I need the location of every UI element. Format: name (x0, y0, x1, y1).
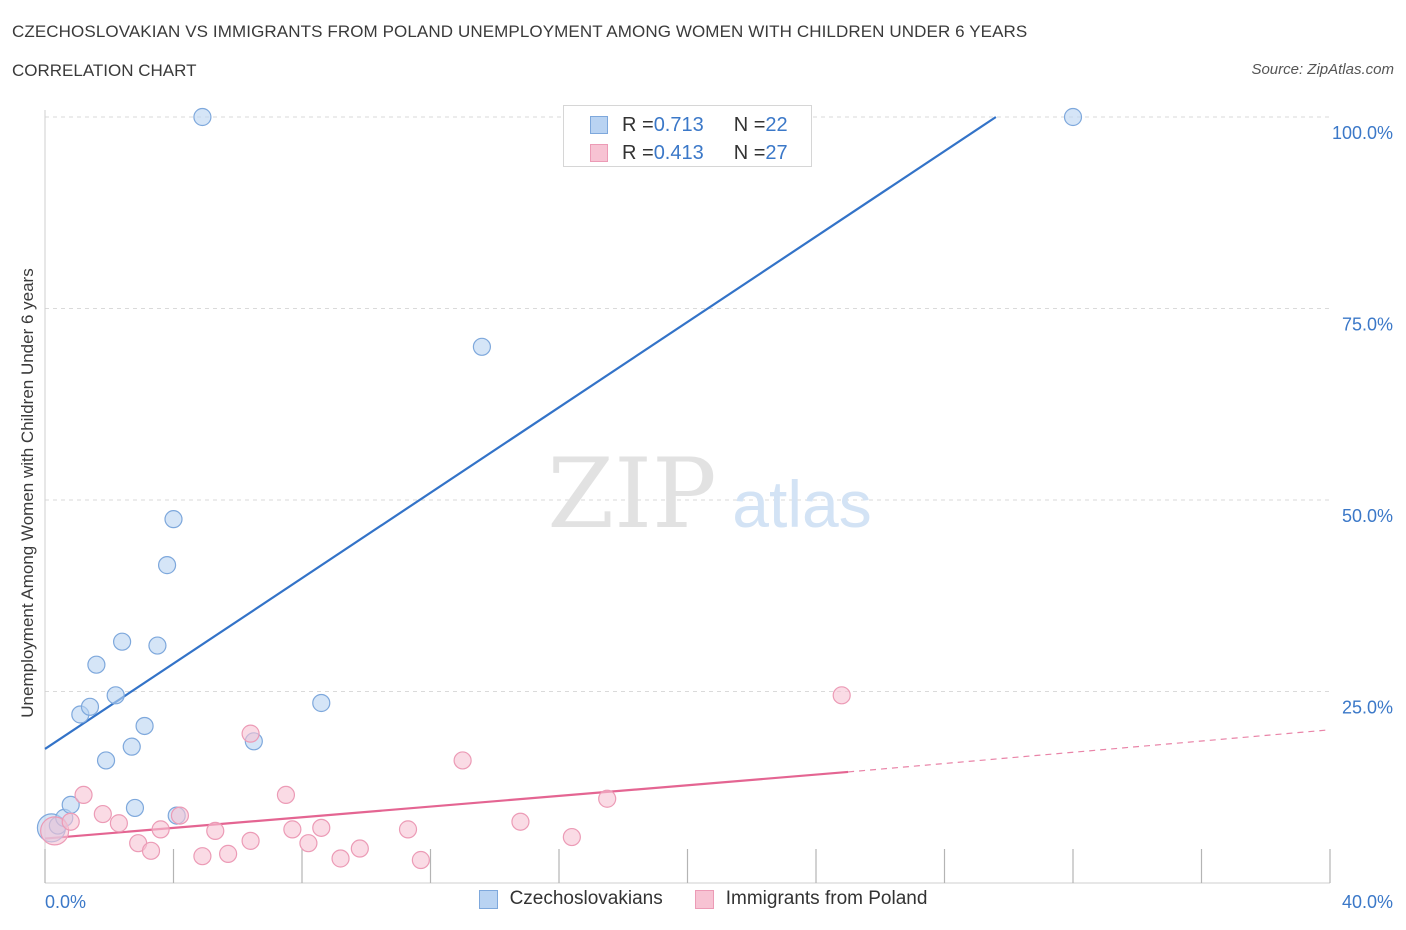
legend-label: Czechoslovakians (509, 888, 663, 909)
watermark: ZIP atlas (547, 438, 871, 550)
legend-swatch-pink (590, 144, 608, 162)
y-tick-label: 100.0% (1332, 123, 1393, 143)
y-tick-label: 50.0% (1342, 506, 1393, 526)
trend-line-czechoslovakians (44, 116, 997, 750)
n-label: N = (733, 113, 766, 136)
legend-item-immigrants-poland: Immigrants from Poland (694, 888, 928, 910)
x-tick-label: 40.0% (1342, 892, 1393, 912)
r-value: 0.713 (653, 113, 704, 136)
y-tick-label: 25.0% (1342, 698, 1393, 718)
chart-title: CZECHOSLOVAKIAN VS IMMIGRANTS FROM POLAN… (12, 22, 1028, 41)
point-immigrants-poland (109, 814, 128, 833)
n-value: 22 (765, 113, 788, 136)
point-immigrants-poland (276, 785, 296, 805)
legend-label: Immigrants from Poland (725, 888, 928, 909)
legend-swatch-blue (478, 889, 498, 909)
point-czechoslovakians (135, 716, 154, 736)
grid-lines (45, 116, 1330, 692)
point-immigrants-poland (74, 785, 93, 805)
trend-extension-immigrants-poland (848, 729, 1331, 773)
trend-line-immigrants-poland (44, 770, 849, 840)
point-immigrants-poland (398, 820, 418, 839)
point-immigrants-poland (141, 841, 161, 860)
point-immigrants-poland (511, 812, 530, 831)
point-immigrants-poland (598, 789, 617, 808)
point-immigrants-poland (283, 820, 302, 839)
watermark-atlas: atlas (732, 467, 871, 541)
point-immigrants-poland (299, 834, 318, 853)
point-czechoslovakians (193, 107, 212, 127)
point-czechoslovakians (157, 556, 177, 575)
tick-labels: 25.0% 50.0% 75.0% 100.0% 0.0% 40.0% (45, 123, 1393, 912)
point-czechoslovakians (87, 655, 106, 674)
point-immigrants-poland (151, 820, 170, 839)
point-czechoslovakians (96, 751, 116, 770)
series-legend: Czechoslovakians Immigrants from Poland (0, 888, 1406, 910)
point-immigrants-poland (331, 849, 350, 868)
point-czechoslovakians (312, 693, 331, 713)
point-czechoslovakians (80, 697, 100, 716)
point-immigrants-poland (350, 839, 369, 858)
point-immigrants-poland (219, 844, 238, 863)
source-label: Source: ZipAtlas.com (1251, 61, 1394, 78)
point-immigrants-poland (40, 816, 70, 846)
point-czechoslovakians (125, 798, 145, 818)
point-czechoslovakians (122, 737, 141, 756)
point-immigrants-poland (241, 724, 260, 743)
point-immigrants-poland (832, 686, 851, 705)
r-value: 0.413 (653, 141, 704, 164)
legend-item-czechoslovakians: Czechoslovakians (478, 888, 663, 910)
y-tick-label: 75.0% (1342, 315, 1393, 335)
point-immigrants-poland (411, 850, 430, 870)
r-label: R = (622, 113, 654, 136)
point-immigrants-poland (241, 831, 260, 850)
correlation-legend: R = 0.713 N = 22 R = 0.413 N = 27 (563, 105, 812, 167)
chart-subtitle: CORRELATION CHART (12, 61, 197, 80)
point-czechoslovakians (1063, 107, 1083, 127)
point-czechoslovakians (148, 636, 167, 655)
legend-swatch-pink (694, 889, 714, 909)
legend-swatch-blue (590, 116, 608, 134)
point-czechoslovakians (472, 337, 491, 356)
point-czechoslovakians (106, 686, 125, 705)
point-immigrants-poland (206, 821, 225, 841)
point-immigrants-poland (312, 818, 331, 837)
data-points (36, 107, 1083, 870)
n-value: 27 (765, 141, 788, 164)
x-tick-label: 0.0% (45, 892, 86, 912)
point-immigrants-poland (453, 751, 472, 770)
r-label: R = (622, 141, 654, 164)
point-czechoslovakians (164, 510, 183, 529)
n-label: N = (733, 141, 766, 164)
watermark-zip: ZIP (547, 438, 716, 550)
point-immigrants-poland (170, 806, 190, 825)
point-immigrants-poland (61, 812, 80, 831)
point-immigrants-poland (93, 804, 112, 824)
legend-row-czechoslovakians: R = 0.713 N = 22 (590, 113, 788, 137)
axes (44, 110, 1331, 884)
point-immigrants-poland (562, 827, 581, 847)
point-czechoslovakians (112, 632, 132, 651)
legend-row-immigrants-poland: R = 0.413 N = 27 (590, 141, 788, 165)
point-immigrants-poland (193, 847, 212, 866)
trend-lines (44, 116, 1331, 840)
